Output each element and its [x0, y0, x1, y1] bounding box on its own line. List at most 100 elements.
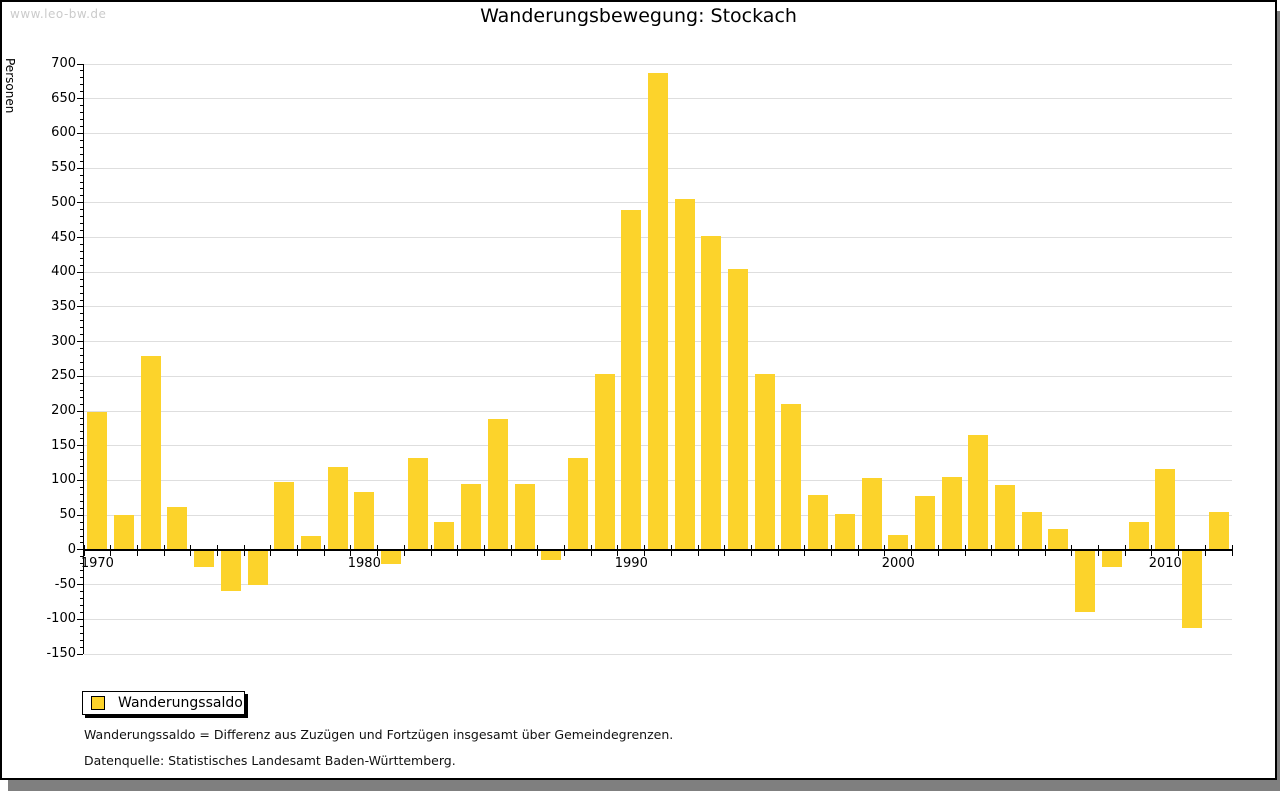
- bar-2006: [1048, 529, 1069, 550]
- bar-2005: [1021, 511, 1042, 550]
- y-axis-line: [83, 64, 84, 654]
- y-tick-major: [77, 63, 83, 65]
- y-tick-minor: [80, 507, 83, 509]
- bar-1975: [220, 549, 241, 591]
- bar-1999: [861, 478, 882, 550]
- y-tick-minor: [80, 327, 83, 329]
- y-tick-minor: [80, 195, 83, 197]
- x-tick: [1151, 544, 1153, 556]
- x-tick-label: 1980: [347, 555, 381, 571]
- x-tick: [1044, 544, 1046, 556]
- y-tick-minor: [80, 368, 83, 370]
- y-tick-minor: [80, 431, 83, 433]
- y-tick-minor: [80, 188, 83, 190]
- y-tick-minor: [80, 230, 83, 232]
- x-tick: [670, 544, 672, 556]
- x-tick: [750, 544, 752, 556]
- bar-2009: [1128, 522, 1149, 550]
- gridline: [84, 63, 1232, 65]
- y-tick-minor: [80, 243, 83, 245]
- y-tick-major: [77, 410, 83, 412]
- y-tick-minor: [80, 459, 83, 461]
- y-tick-label: 650: [51, 90, 76, 106]
- y-tick-minor: [80, 84, 83, 86]
- x-tick: [430, 544, 432, 556]
- bar-1983: [434, 522, 455, 550]
- bar-2008: [1101, 549, 1122, 568]
- y-tick-minor: [80, 125, 83, 127]
- x-tick: [1231, 544, 1233, 556]
- y-tick-minor: [80, 639, 83, 641]
- x-tick: [377, 544, 379, 556]
- y-tick-major: [77, 584, 83, 586]
- bar-1987: [541, 549, 562, 561]
- y-tick-major: [77, 479, 83, 481]
- y-tick-minor: [80, 216, 83, 218]
- x-tick: [564, 544, 566, 556]
- x-tick: [1098, 544, 1099, 556]
- y-tick-major: [77, 514, 83, 516]
- chart-title: Wanderungsbewegung: Stockach: [480, 5, 797, 27]
- x-tick: [403, 544, 405, 556]
- x-tick: [617, 544, 619, 556]
- bar-1985: [487, 419, 508, 550]
- y-tick-minor: [80, 320, 83, 322]
- x-tick: [1204, 544, 1206, 556]
- y-tick-minor: [80, 223, 83, 225]
- y-axis-title: Personen: [3, 58, 17, 114]
- y-tick-minor: [80, 264, 83, 266]
- x-tick: [136, 544, 138, 556]
- y-tick-minor: [80, 417, 83, 419]
- gridline: [84, 653, 1232, 655]
- x-tick: [483, 544, 485, 556]
- bar-1981: [381, 549, 402, 565]
- bar-1971: [114, 515, 135, 550]
- y-tick-minor: [80, 528, 83, 530]
- y-tick-minor: [80, 313, 83, 315]
- y-tick-minor: [80, 153, 83, 155]
- y-tick-minor: [80, 77, 83, 79]
- x-tick: [270, 544, 272, 556]
- y-tick-major: [77, 341, 83, 343]
- x-tick-label: 2010: [1148, 555, 1182, 571]
- bar-1973: [167, 506, 188, 550]
- y-tick-minor: [80, 577, 83, 579]
- y-tick-minor: [80, 438, 83, 440]
- x-tick: [1178, 544, 1180, 556]
- y-tick-label: 400: [51, 264, 76, 280]
- x-tick: [991, 544, 993, 556]
- x-tick: [457, 544, 459, 556]
- bar-1996: [781, 404, 802, 550]
- bar-1972: [140, 355, 161, 550]
- bar-1991: [648, 73, 668, 550]
- bar-1977: [274, 481, 295, 550]
- bar-2011: [1181, 549, 1202, 629]
- y-tick-major: [77, 237, 83, 239]
- x-tick: [1124, 544, 1126, 556]
- y-tick-minor: [80, 389, 83, 391]
- y-tick-major: [77, 549, 83, 551]
- x-tick: [697, 544, 699, 556]
- y-tick-minor: [80, 250, 83, 252]
- y-tick-major: [77, 98, 83, 100]
- x-tick: [884, 544, 886, 556]
- y-tick-minor: [80, 299, 83, 301]
- y-tick-label: 0: [67, 541, 76, 557]
- footnote-definition: Wanderungssaldo = Differenz aus Zuzügen …: [84, 727, 674, 742]
- y-tick-minor: [80, 70, 83, 72]
- bar-1988: [567, 458, 588, 550]
- bar-2004: [995, 485, 1016, 550]
- x-tick: [857, 544, 859, 556]
- y-tick-minor: [80, 382, 83, 384]
- y-tick-minor: [80, 348, 83, 350]
- plot-area: -150 -100 -50 0 50 100 150 200 250 300 350 400 450 50…: [46, 56, 1233, 661]
- bar-2012: [1208, 511, 1229, 550]
- y-tick-minor: [80, 91, 83, 93]
- bar-1986: [514, 483, 535, 550]
- bar-1992: [674, 198, 695, 550]
- y-tick-minor: [80, 570, 83, 572]
- y-tick-minor: [80, 473, 83, 475]
- y-tick-label: 50: [59, 507, 76, 523]
- bar-1974: [194, 549, 215, 568]
- x-tick: [831, 544, 833, 556]
